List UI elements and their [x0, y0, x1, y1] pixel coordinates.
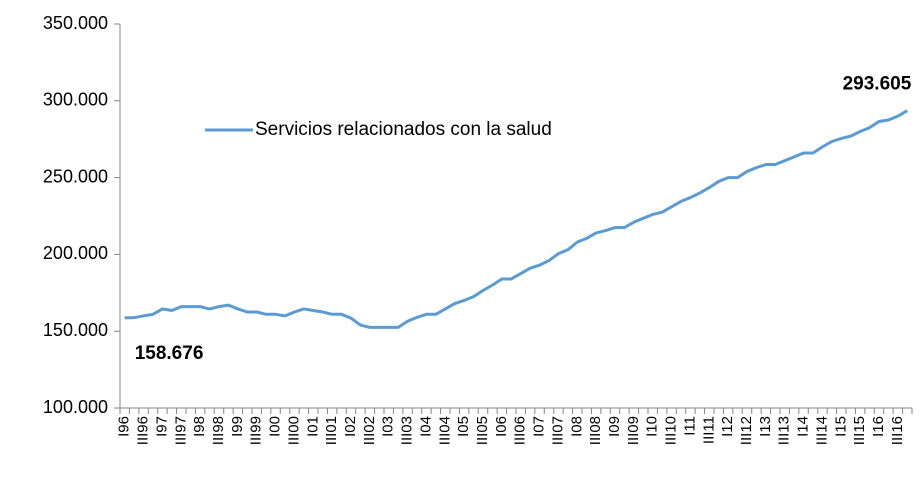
x-tick-label: III13 — [776, 416, 793, 445]
x-tick-label: I97 — [153, 416, 170, 437]
y-tick-label: 250.000 — [43, 166, 108, 186]
legend-label: Servicios relacionados con la salud — [255, 119, 552, 140]
x-tick-label: I16 — [870, 416, 887, 437]
x-tick-label: III16 — [889, 416, 906, 445]
x-tick-label: III96 — [135, 416, 152, 445]
x-tick-label: I02 — [342, 416, 359, 437]
x-tick-label: I10 — [644, 416, 661, 437]
x-tick-label: III02 — [361, 416, 378, 445]
x-tick-label: III09 — [625, 416, 642, 445]
value-label: 293.605 — [843, 74, 912, 95]
y-tick-label: 200.000 — [43, 243, 108, 263]
x-tick-label: III06 — [512, 416, 529, 445]
x-tick-label: III14 — [813, 416, 830, 445]
x-tick-label: I08 — [568, 416, 585, 437]
x-tick-label: I12 — [719, 416, 736, 437]
x-tick-label: I07 — [531, 416, 548, 437]
x-tick-label: III00 — [285, 416, 302, 445]
x-tick-label: III12 — [738, 416, 755, 445]
x-tick-label: III03 — [399, 416, 416, 445]
x-tick-label: I13 — [757, 416, 774, 437]
x-tick-label: I05 — [455, 416, 472, 437]
x-tick-label: I04 — [417, 416, 434, 437]
value-label: 158.676 — [135, 343, 204, 364]
y-tick-label: 150.000 — [43, 320, 108, 340]
x-tick-label: I14 — [795, 416, 812, 437]
x-tick-label: I11 — [681, 416, 698, 436]
x-tick-label: III05 — [474, 416, 491, 445]
x-tick-label: I01 — [304, 416, 321, 437]
x-tick-label: I96 — [116, 416, 133, 437]
x-tick-label: I06 — [493, 416, 510, 437]
x-tick-label: III11 — [700, 416, 717, 444]
x-tick-label: I03 — [380, 416, 397, 437]
x-tick-label: I09 — [606, 416, 623, 437]
x-tick-label: III01 — [323, 416, 340, 445]
x-tick-label: III07 — [549, 416, 566, 445]
x-tick-label: III10 — [663, 416, 680, 445]
x-tick-label: III15 — [851, 416, 868, 445]
series-line — [124, 109, 909, 329]
x-tick-label: I99 — [229, 416, 246, 437]
x-tick-label: I00 — [267, 416, 284, 437]
x-tick-label: III98 — [210, 416, 227, 445]
y-tick-label: 100.000 — [43, 397, 108, 417]
x-tick-label: III97 — [172, 416, 189, 445]
x-tick-label: I15 — [832, 416, 849, 437]
x-tick-label: III99 — [248, 416, 265, 445]
x-tick-label: I98 — [191, 416, 208, 437]
y-tick-label: 300.000 — [43, 90, 108, 110]
y-tick-label: 350.000 — [43, 13, 108, 33]
x-tick-label: III04 — [436, 416, 453, 445]
x-tick-label: III08 — [587, 416, 604, 445]
